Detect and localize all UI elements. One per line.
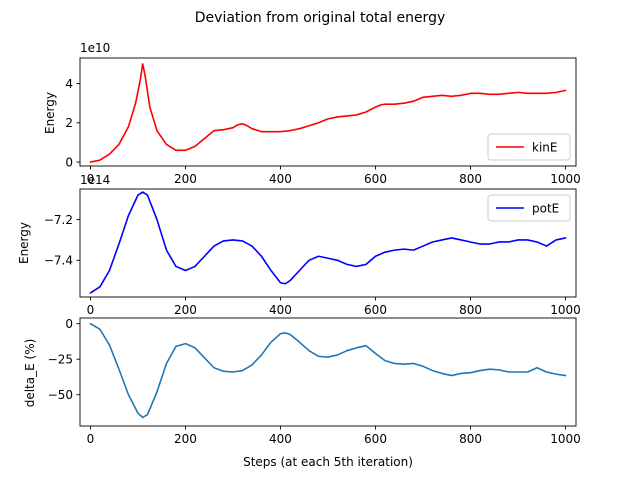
kinetic-energy-x-tick-label: 400 (269, 172, 292, 186)
energy-deviation-plot-frame (79, 317, 577, 427)
energy-deviation-y-tick-label: −50 (48, 388, 73, 402)
potential-energy-x-tick-label: 800 (459, 303, 482, 317)
potential-energy-legend: potE (487, 194, 571, 222)
kinetic-energy-y-tick-label: 4 (65, 77, 73, 91)
kinetic-energy-x-tick-label: 0 (87, 172, 95, 186)
kinetic-energy-x-tick-label: 200 (174, 172, 197, 186)
potential-energy-y-tick-label: −7.2 (44, 213, 73, 227)
energy-deviation-ylabel: delta_E (%) (23, 339, 37, 408)
x-axis-label: Steps (at each 5th iteration) (243, 455, 413, 469)
kinetic-energy-legend-box (487, 133, 571, 161)
energy-deviation-x-tick-label: 800 (459, 432, 482, 446)
potential-energy-offset-label: 1e14 (80, 173, 110, 187)
energy-deviation-x-tick-label: 600 (364, 432, 387, 446)
potential-energy-ylabel: Energy (17, 222, 31, 264)
energy-deviation-x-tick-label: 1000 (550, 432, 581, 446)
potential-energy-x-tick-label: 600 (364, 303, 387, 317)
kinetic-energy-subplot: Energy 1e10 0 200 400 600 800 1000 0 2 4 kinE (43, 41, 581, 186)
kinetic-energy-x-tick-label: 600 (364, 172, 387, 186)
energy-deviation-x-tick-label: 0 (87, 432, 95, 446)
potential-energy-plot-frame (79, 188, 577, 298)
kinetic-energy-legend: kinE (487, 133, 571, 161)
kinetic-energy-y-tick-label: 0 (65, 155, 73, 169)
kinetic-energy-series-line-0 (89, 63, 567, 163)
potential-energy-y-tick-label: −7.4 (44, 254, 73, 268)
potential-energy-x-tick-label: 0 (87, 303, 95, 317)
potential-energy-x-tick-label: 1000 (550, 303, 581, 317)
energy-deviation-subplot: delta_E (%) Steps (at each 5th iteration… (23, 317, 581, 469)
kinetic-energy-legend-label: kinE (532, 140, 557, 154)
energy-deviation-x-tick-label: 200 (174, 432, 197, 446)
energy-deviation-y-tick-label: 0 (65, 317, 73, 331)
kinetic-energy-y-tick-label: 2 (65, 116, 73, 130)
potential-energy-series-line-0 (89, 191, 567, 294)
energy-deviation-x-tick-label: 400 (269, 432, 292, 446)
figure-title: Deviation from original total energy (195, 10, 445, 26)
kinetic-energy-offset-label: 1e10 (80, 41, 110, 55)
potential-energy-x-tick-label: 200 (174, 303, 197, 317)
kinetic-energy-ylabel: Energy (43, 92, 57, 134)
potential-energy-legend-box (487, 194, 571, 222)
potential-energy-legend-label: potE (532, 201, 559, 215)
kinetic-energy-plot-frame (79, 57, 577, 167)
energy-deviation-y-tick-label: −25 (48, 353, 73, 367)
potential-energy-x-tick-label: 400 (269, 303, 292, 317)
potential-energy-subplot: Energy 1e14 0 200 400 600 800 1000 −7.4 −7.2 pot… (17, 173, 581, 317)
kinetic-energy-x-tick-label: 800 (459, 172, 482, 186)
energy-deviation-series-line-0 (89, 322, 567, 419)
kinetic-energy-x-tick-label: 1000 (550, 172, 581, 186)
